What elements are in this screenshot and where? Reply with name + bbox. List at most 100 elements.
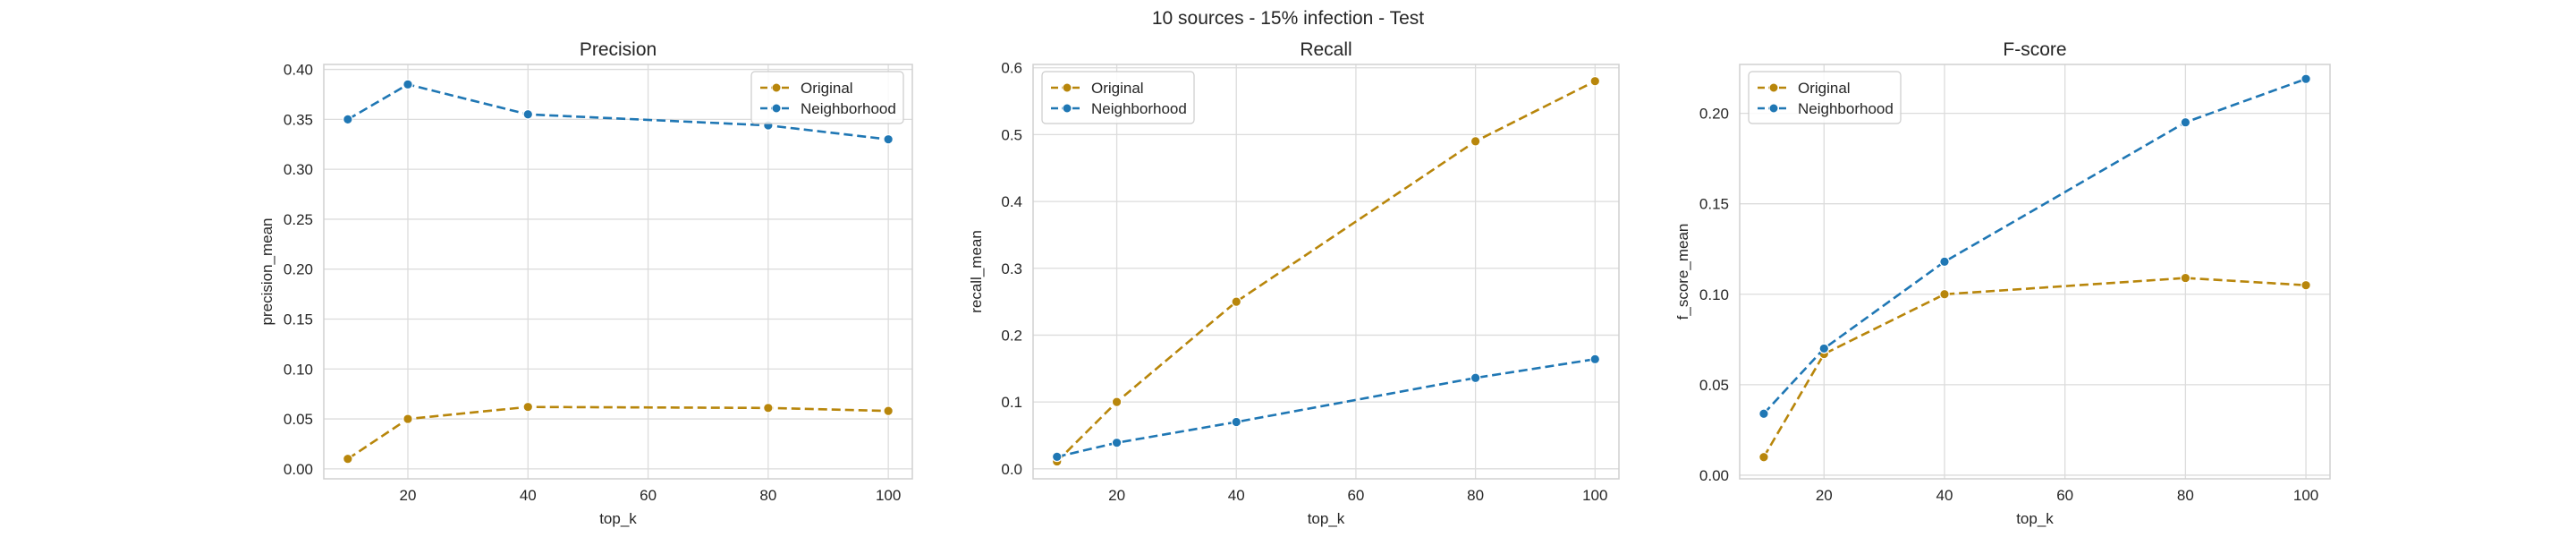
data-point xyxy=(1111,396,1123,407)
y-tick-label: 0.6 xyxy=(1001,60,1022,77)
data-point xyxy=(2180,116,2191,128)
legend-marker xyxy=(1768,103,1779,114)
series-neighborhood xyxy=(1758,73,2311,420)
data-point xyxy=(522,108,534,120)
data-point xyxy=(522,401,534,413)
data-point xyxy=(343,114,353,125)
data-point xyxy=(1818,343,1830,354)
y-tick-label: 0.00 xyxy=(1699,467,1729,484)
data-point xyxy=(2301,279,2311,291)
plot-area xyxy=(324,64,912,479)
legend-marker xyxy=(771,103,782,114)
legend-marker xyxy=(1062,82,1072,93)
data-point xyxy=(402,413,413,424)
y-tick-label: 0.4 xyxy=(1001,193,1022,210)
legend: Original Neighborhood xyxy=(1041,71,1195,124)
legend-label: Original xyxy=(1798,80,1851,97)
legend: Original Neighborhood xyxy=(750,71,904,124)
data-point xyxy=(343,453,353,465)
x-tick-label: 40 xyxy=(1228,487,1245,504)
legend: Original Neighborhood xyxy=(1748,71,1902,124)
y-tick-label: 0.2 xyxy=(1001,327,1022,344)
x-tick-label: 80 xyxy=(759,487,776,504)
figure-suptitle: 10 sources - 15% infection - Test xyxy=(1152,8,1424,29)
y-tick-label: 0.05 xyxy=(1699,377,1729,394)
legend-box xyxy=(1041,71,1195,124)
chart-f-score: 20 40 60 80 100 0.00 0.05 0.10 0.15 0.20 F-score to… xyxy=(1674,39,2331,527)
data-point xyxy=(1939,256,1950,268)
legend-marker xyxy=(1062,103,1072,114)
legend-box xyxy=(750,71,904,124)
data-point xyxy=(1051,451,1063,463)
data-point xyxy=(1589,75,1601,87)
y-axis-label: precision_mean xyxy=(258,217,275,325)
series-neighborhood xyxy=(1051,354,1601,463)
y-tick-label: 0.30 xyxy=(284,161,313,178)
series-line xyxy=(1762,77,2307,415)
x-tick-label: 20 xyxy=(1816,487,1833,504)
x-tick-label: 80 xyxy=(1467,487,1484,504)
y-tick-label: 0.1 xyxy=(1001,394,1022,411)
data-point xyxy=(1231,416,1242,428)
data-point xyxy=(1470,372,1481,384)
data-point xyxy=(402,79,413,90)
y-tick-label: 0.05 xyxy=(284,411,313,428)
legend-marker xyxy=(1768,82,1779,93)
y-axis-label: f_score_mean xyxy=(1674,224,1691,320)
data-point xyxy=(1939,288,1950,300)
plot-area xyxy=(1033,64,1619,479)
x-tick-label: 20 xyxy=(400,487,417,504)
x-tick-label: 40 xyxy=(1936,487,1953,504)
data-point xyxy=(1758,408,1769,420)
series-line xyxy=(1055,80,1596,463)
y-tick-label: 0.15 xyxy=(284,311,313,328)
x-tick-label: 60 xyxy=(2056,487,2073,504)
x-tick-label: 60 xyxy=(1347,487,1364,504)
legend-label: Neighborhood xyxy=(1798,100,1894,117)
legend-box xyxy=(1748,71,1902,124)
x-tick-label: 60 xyxy=(640,487,657,504)
x-axis-label: top_k xyxy=(599,510,637,527)
legend-label: Neighborhood xyxy=(801,100,896,117)
y-tick-label: 0.10 xyxy=(284,361,313,378)
chart-recall: 20 40 60 80 100 0.0 0.1 0.2 0.3 0.4 0.5 0.6 Recall to… xyxy=(968,39,1620,527)
y-axis-label: recall_mean xyxy=(968,230,985,313)
y-tick-label: 0.20 xyxy=(284,261,313,278)
x-axis-label: top_k xyxy=(1308,510,1345,527)
chart-title: Precision xyxy=(580,39,657,60)
y-tick-label: 0.0 xyxy=(1001,461,1022,478)
x-axis-label: top_k xyxy=(2016,510,2054,527)
data-point xyxy=(1231,296,1242,307)
y-tick-label: 0.5 xyxy=(1001,126,1022,143)
chart-title: Recall xyxy=(1300,39,1352,60)
data-point xyxy=(1589,354,1601,365)
y-tick-label: 0.25 xyxy=(284,211,313,228)
legend-marker xyxy=(771,82,782,93)
y-tick-label: 0.15 xyxy=(1699,196,1729,213)
x-tick-label: 20 xyxy=(1108,487,1125,504)
data-point xyxy=(883,405,894,416)
data-point xyxy=(2301,73,2311,84)
x-tick-label: 80 xyxy=(2177,487,2194,504)
axes-frame xyxy=(1739,64,2331,480)
data-point xyxy=(1111,437,1123,448)
x-tick-label: 100 xyxy=(876,487,901,504)
data-point xyxy=(883,133,894,145)
y-tick-label: 0.35 xyxy=(284,111,313,128)
series-original xyxy=(1051,75,1601,467)
series-original xyxy=(343,401,894,465)
legend-label: Neighborhood xyxy=(1091,100,1187,117)
y-tick-label: 0.3 xyxy=(1001,260,1022,277)
chart-title: F-score xyxy=(2003,39,2066,60)
x-tick-label: 100 xyxy=(2293,487,2318,504)
data-point xyxy=(2180,272,2191,284)
axes-frame xyxy=(1032,64,1620,480)
legend-label: Original xyxy=(801,80,853,97)
data-point xyxy=(1470,136,1481,147)
y-tick-label: 0.00 xyxy=(284,461,313,478)
x-tick-label: 100 xyxy=(1582,487,1607,504)
chart-precision: 20 40 60 80 100 0.00 0.05 0.10 0.15 0.20 0.25 0.30 0… xyxy=(258,39,913,527)
axes-frame xyxy=(323,64,913,480)
legend-label: Original xyxy=(1091,80,1144,97)
